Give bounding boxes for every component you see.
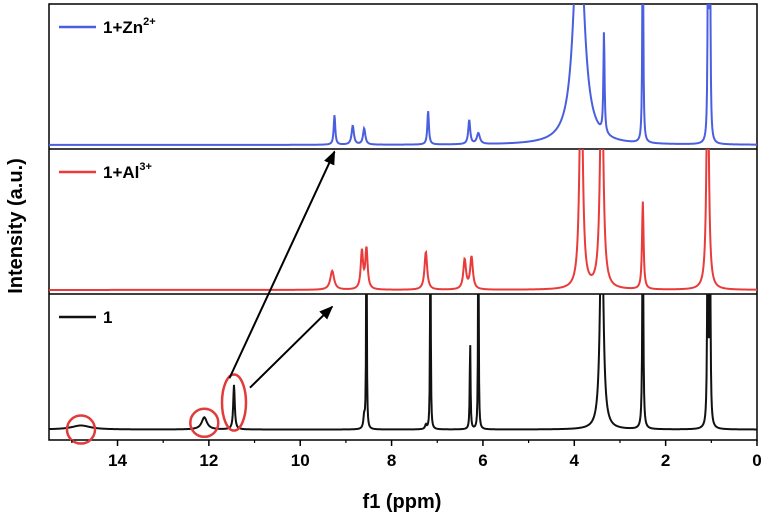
- spectrum-line-middle: [49, 149, 757, 291]
- x-tick-label: 4: [570, 451, 580, 470]
- plot-border: [48, 3, 758, 441]
- spectrum-line-top: [49, 4, 757, 146]
- legend-superscript: 2+: [143, 16, 156, 28]
- y-axis-title: Intensity (a.u.): [5, 158, 27, 294]
- plot-frame: [48, 3, 758, 441]
- x-tick-label: 14: [108, 451, 127, 470]
- highlight-ellipse: [220, 373, 248, 432]
- annotation-arrow: [228, 150, 336, 379]
- spectra: [49, 4, 757, 431]
- highlight-circle: [65, 414, 97, 445]
- legends: 1+Zn2+ 1+Al3+ 1: [59, 16, 156, 327]
- legend-label-top: 1+Zn2+: [103, 16, 156, 37]
- x-tick-label: 12: [199, 451, 218, 470]
- legend-label-middle: 1+Al3+: [103, 161, 152, 182]
- x-tick-label: 2: [661, 451, 670, 470]
- legend-superscript: 3+: [139, 161, 152, 173]
- annotation-arrow: [249, 305, 334, 389]
- x-axis-title: f1 (ppm): [363, 491, 442, 513]
- x-axis: 14 12 10 8 6 4 2 0: [71, 440, 762, 470]
- spectrum-line-bottom: [49, 294, 757, 431]
- x-tick-label: 8: [387, 451, 396, 470]
- annotations: [65, 150, 336, 445]
- x-tick-label: 0: [752, 451, 761, 470]
- highlight-circle: [189, 407, 220, 439]
- x-tick-label: 10: [291, 451, 310, 470]
- x-tick-label: 6: [478, 451, 487, 470]
- legend-label-bottom: 1: [103, 308, 112, 327]
